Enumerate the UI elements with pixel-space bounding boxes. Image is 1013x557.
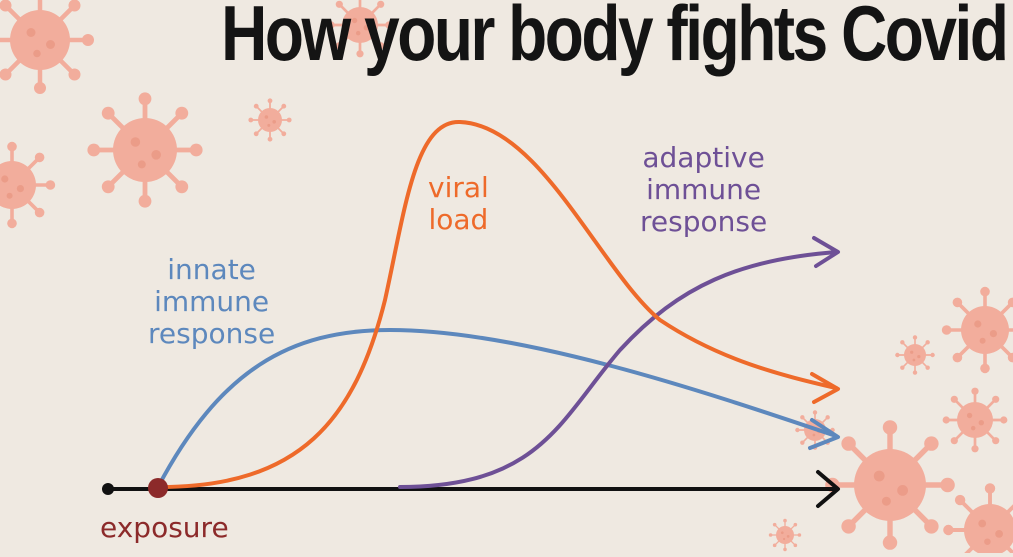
time-axis — [102, 470, 840, 508]
coronavirus-icon — [941, 386, 1009, 454]
coronavirus-icon — [894, 334, 936, 376]
coronavirus-icon — [939, 284, 1013, 376]
adaptive-label-line: immune — [646, 173, 762, 206]
coronavirus-icon — [941, 481, 1013, 557]
axis-arrowhead — [816, 470, 840, 508]
adaptive-response-curve — [398, 236, 840, 489]
innate-response-curve — [156, 327, 840, 489]
adaptive-label-line: adaptive — [642, 141, 765, 174]
adaptive-response-label: adaptive immune response — [640, 142, 767, 238]
coronavirus-icon — [0, 140, 58, 230]
viral-load-label-line: viral — [428, 171, 489, 204]
coronavirus-icon — [247, 97, 293, 143]
adaptive-label-line: response — [640, 205, 768, 238]
coronavirus-icon — [87, 92, 202, 207]
innate-response-label: innate immune response — [148, 254, 275, 350]
axis-origin-dot — [102, 483, 114, 495]
exposure-label: exposure — [100, 511, 229, 544]
coronavirus-icon — [825, 420, 955, 550]
coronavirus-icon — [768, 518, 802, 552]
innate-label-line: response — [148, 317, 276, 350]
viral-load-label: viral load — [428, 172, 489, 236]
innate-label-line: immune — [154, 285, 270, 318]
viral-load-label-line: load — [428, 203, 489, 236]
innate-label-line: innate — [167, 253, 256, 286]
viral-load-curve — [158, 119, 840, 489]
coronavirus-icon — [0, 0, 94, 94]
page-title: How your body fights Covid — [221, 0, 1009, 77]
exposure-dot — [148, 478, 168, 498]
